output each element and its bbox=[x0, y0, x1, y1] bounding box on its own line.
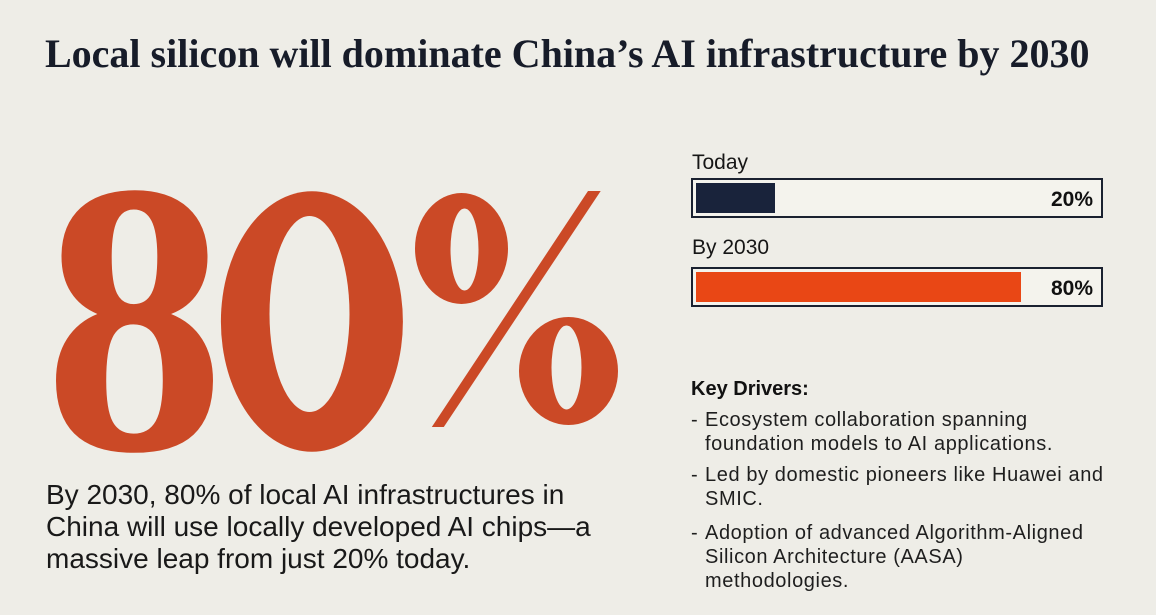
svg-text:8: 8 bbox=[44, 150, 225, 460]
